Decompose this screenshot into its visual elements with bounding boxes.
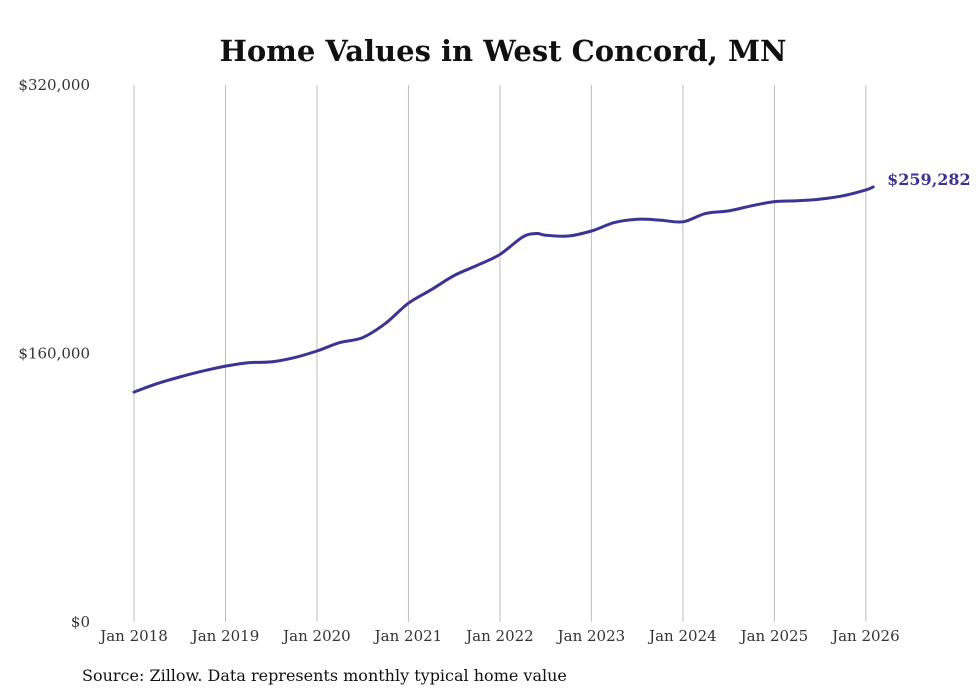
chart-title: Home Values in West Concord, MN bbox=[219, 34, 786, 68]
series-layer bbox=[132, 185, 875, 394]
x-tick-label: Jan 2018 bbox=[98, 627, 168, 645]
y-tick-label: $0 bbox=[71, 613, 90, 631]
x-tick-label: Jan 2021 bbox=[373, 627, 443, 645]
series-line bbox=[132, 185, 875, 394]
axis-ticks: Jan 2018 Jan 2019 Jan 2020 Jan 2021 Jan 2022… bbox=[18, 76, 899, 645]
data-labels: $259,282 bbox=[887, 170, 971, 189]
x-tick-label: Jan 2026 bbox=[830, 627, 900, 645]
grid-lines bbox=[133, 85, 867, 622]
end-value-label: $259,282 bbox=[887, 170, 971, 189]
source-note: Source: Zillow. Data represents monthly … bbox=[82, 666, 567, 685]
x-tick-label: Jan 2025 bbox=[739, 627, 809, 645]
y-tick-label: $320,000 bbox=[18, 76, 90, 94]
x-tick-label: Jan 2019 bbox=[190, 627, 260, 645]
x-tick-label: Jan 2024 bbox=[647, 627, 717, 645]
y-tick-label: $160,000 bbox=[18, 345, 90, 363]
x-tick-label: Jan 2023 bbox=[556, 627, 626, 645]
x-tick-label: Jan 2020 bbox=[281, 627, 351, 645]
x-tick-label: Jan 2022 bbox=[464, 627, 534, 645]
